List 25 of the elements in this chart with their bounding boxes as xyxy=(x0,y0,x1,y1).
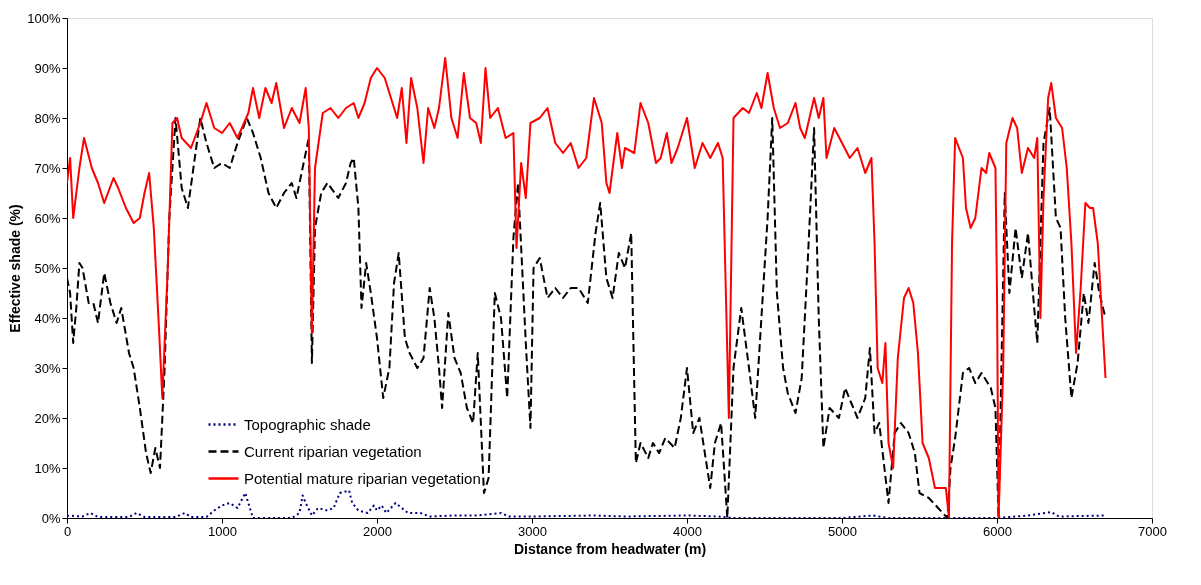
y-tick-label: 30% xyxy=(34,360,61,376)
y-tick-label: 10% xyxy=(34,460,61,476)
y-tick-label: 90% xyxy=(34,60,61,76)
x-tick-label: 5000 xyxy=(828,523,857,539)
x-axis-title: Distance from headwater (m) xyxy=(513,540,707,557)
y-axis-title: Effective shade (%) xyxy=(7,204,24,333)
y-tick-label: 70% xyxy=(34,160,61,176)
y-tick-label: 60% xyxy=(34,210,61,226)
y-tick-label: 0% xyxy=(41,510,61,526)
x-tick-label: 6000 xyxy=(983,523,1012,539)
y-tick-label: 20% xyxy=(34,410,61,426)
legend-label: Potential mature riparian vegetation xyxy=(244,469,481,487)
x-tick-label: 3000 xyxy=(518,523,547,539)
x-tick-label: 0 xyxy=(63,523,72,539)
y-tick-label: 40% xyxy=(34,310,61,326)
y-tick-label: 100% xyxy=(27,10,61,26)
y-tick-label: 80% xyxy=(34,110,61,126)
x-tick-label: 1000 xyxy=(208,523,237,539)
legend-label: Current riparian vegetation xyxy=(244,442,422,460)
legend-label: Topographic shade xyxy=(244,415,371,433)
x-tick-label: 2000 xyxy=(363,523,392,539)
y-tick-label: 50% xyxy=(34,260,61,276)
line-series xyxy=(67,489,1107,518)
x-tick-label: 4000 xyxy=(673,523,702,539)
x-tick-label: 7000 xyxy=(1138,523,1167,539)
